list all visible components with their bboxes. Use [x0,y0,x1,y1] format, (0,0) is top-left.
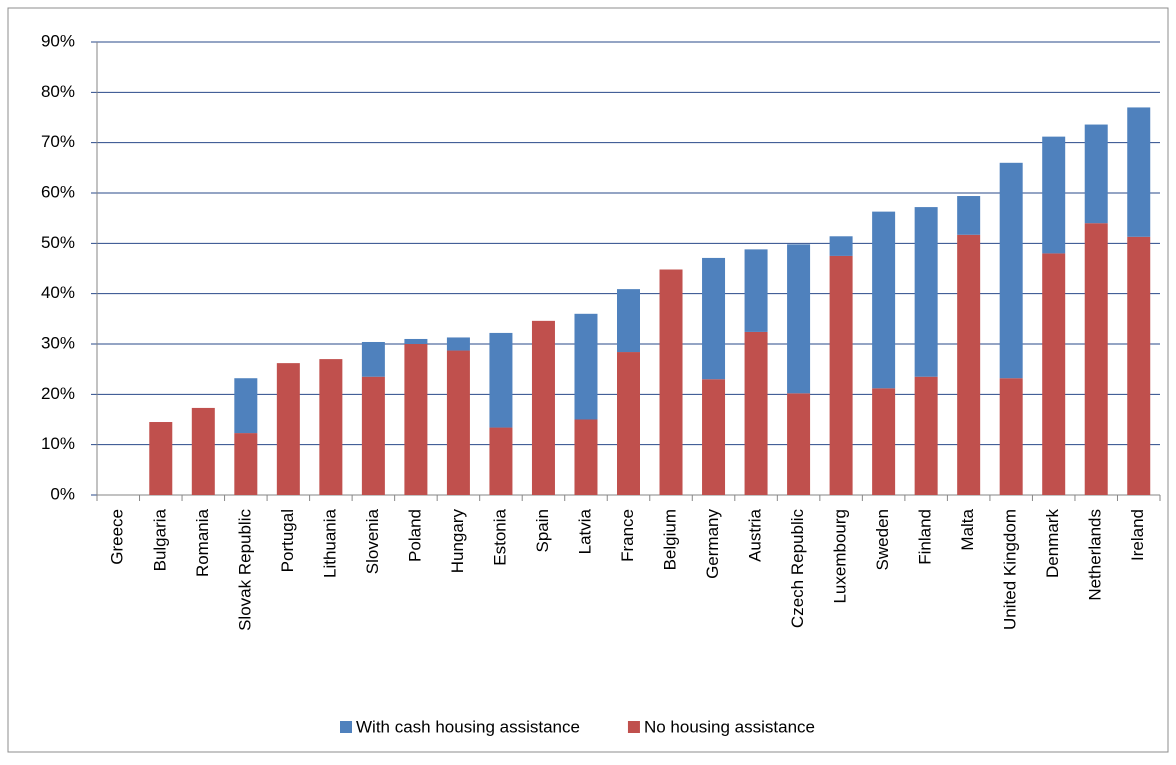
bar-segment [361,376,385,495]
bar-segment [872,211,896,389]
bar-segment [914,207,938,377]
x-tick-label: Estonia [490,508,509,565]
bar-segment [1042,253,1066,495]
y-tick-label: 50% [41,233,75,252]
bar-segment [957,234,981,495]
x-tick-label: Czech Republic [788,509,807,629]
bar-segment [149,422,173,495]
bar-segment [744,331,768,495]
bar-segment [319,359,343,495]
y-tick-label: 80% [41,82,75,101]
x-tick-label: United Kingdom [1001,509,1020,630]
y-tick-label: 20% [41,384,75,403]
bar-segment [1084,223,1108,495]
x-tick-label: Slovak Republic [235,509,254,631]
legend-label: With cash housing assistance [356,717,580,736]
x-tick-label: Poland [405,509,424,562]
bar-segment [446,337,470,351]
bar-segment [914,376,938,495]
y-tick-label: 40% [41,283,75,302]
bar-segment [489,427,513,495]
x-tick-label: Ireland [1128,509,1147,561]
bar-segment [702,379,726,495]
x-tick-label: Spain [533,509,552,552]
bar-segment [489,332,513,428]
bar-segment [744,249,768,332]
legend-swatch [627,721,640,733]
bar-segment [531,320,555,495]
y-tick-label: 70% [41,132,75,151]
bar-segment [234,378,258,434]
bar-segment [617,352,640,495]
bar-segment [404,338,428,344]
x-tick-label: Belgium [661,509,680,570]
bar-segment [191,407,215,495]
legend-label: No housing assistance [644,717,815,736]
bar-segment [787,393,811,495]
x-tick-label: Finland [916,509,935,565]
y-tick-label: 0% [50,484,75,503]
x-tick-label: Malta [958,508,977,550]
bar-segment [276,363,300,495]
x-tick-label: Denmark [1043,509,1062,578]
bar-segment [999,378,1023,495]
x-tick-label: Austria [746,508,765,561]
bar-segment [1127,236,1151,496]
bar-segment [574,313,598,420]
x-tick-label: Germany [703,509,722,579]
bar-segment [574,419,598,495]
x-tick-label: Netherlands [1086,509,1105,601]
x-tick-label: Luxembourg [831,509,850,604]
bar-segment [999,162,1023,379]
x-tick-label: Hungary [448,509,467,574]
y-tick-label: 30% [41,333,75,352]
x-tick-label: Lithuania [320,508,339,578]
bar-segment [1042,136,1066,254]
x-tick-label: France [618,509,637,562]
bar-segment [404,344,428,495]
bar-segment [702,257,726,380]
x-tick-label: Slovenia [363,508,382,574]
bar-segment [1084,124,1108,224]
x-tick-label: Portugal [278,509,297,572]
bar-segment [446,350,470,495]
legend-swatch [340,721,352,733]
bar-segment [872,388,896,495]
bar-segment [659,269,683,495]
x-tick-label: Latvia [575,508,594,554]
x-tick-label: Greece [108,509,127,565]
bar-segment [361,341,385,377]
bar-segment [829,255,853,495]
x-tick-label: Sweden [873,509,892,570]
bar-segment [234,433,258,495]
bar-segment [787,244,811,394]
y-tick-label: 90% [41,31,75,50]
bar-segment [957,196,981,235]
x-tick-label: Bulgaria [150,508,169,571]
x-tick-label: Romania [193,508,212,577]
bar-segment [617,289,640,353]
bar-segment [1127,107,1151,237]
y-tick-label: 60% [41,182,75,201]
bar-segment [829,236,853,256]
y-tick-label: 10% [41,434,75,453]
